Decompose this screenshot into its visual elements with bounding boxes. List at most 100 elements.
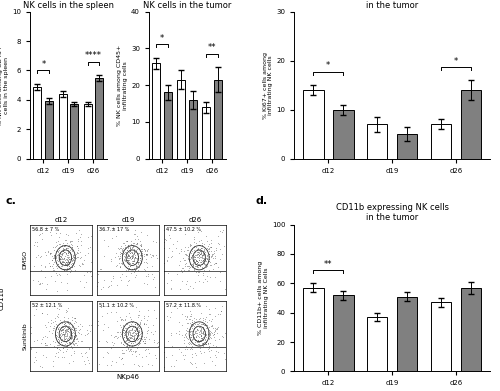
Point	[64, 249, 72, 256]
Point	[76, 263, 84, 269]
Point	[56, 256, 64, 262]
Point	[40, 352, 48, 358]
Point	[154, 339, 162, 345]
Point	[54, 336, 62, 343]
Point	[136, 331, 144, 337]
Point	[212, 353, 220, 360]
Point	[172, 271, 180, 277]
Point	[212, 260, 220, 266]
Point	[66, 251, 74, 257]
Point	[49, 357, 57, 364]
Point	[166, 330, 174, 337]
Point	[68, 247, 76, 253]
Point	[177, 267, 185, 273]
Point	[126, 246, 134, 252]
Point	[212, 247, 220, 253]
Point	[200, 265, 207, 271]
Point	[167, 277, 175, 283]
Point	[37, 262, 45, 268]
Point	[68, 238, 76, 244]
Point	[114, 335, 122, 341]
Point	[69, 339, 77, 346]
Point	[58, 342, 66, 348]
Point	[188, 354, 196, 361]
Point	[165, 245, 173, 251]
Point	[56, 331, 64, 337]
Point	[206, 334, 214, 340]
Point	[189, 262, 197, 268]
Point	[116, 245, 124, 251]
Point	[204, 253, 212, 259]
Point	[134, 324, 141, 330]
Point	[63, 271, 71, 277]
Point	[208, 252, 216, 258]
Point	[206, 332, 214, 338]
Point	[124, 247, 132, 253]
Point	[38, 364, 46, 370]
Point	[50, 253, 58, 259]
Point	[72, 255, 80, 261]
Point	[126, 253, 134, 259]
Point	[68, 314, 76, 320]
Point	[70, 342, 78, 348]
Point	[116, 329, 124, 335]
Point	[64, 336, 72, 342]
Point	[59, 248, 67, 255]
Point	[123, 340, 131, 346]
Point	[118, 316, 126, 322]
Point	[168, 240, 176, 247]
Point	[63, 257, 71, 263]
Point	[98, 313, 106, 319]
Point	[193, 258, 201, 264]
Point	[48, 327, 56, 334]
Point	[202, 339, 210, 345]
Point	[176, 319, 184, 326]
Point	[62, 337, 70, 344]
Point	[124, 253, 132, 259]
Point	[205, 254, 213, 260]
Point	[73, 243, 81, 249]
Point	[210, 260, 218, 266]
Point	[76, 321, 84, 327]
Point	[136, 341, 143, 347]
Point	[106, 309, 114, 316]
Point	[63, 331, 71, 337]
Point	[220, 350, 228, 356]
Point	[142, 330, 150, 336]
Point	[61, 256, 69, 263]
Point	[66, 247, 74, 253]
Point	[30, 312, 38, 318]
Point	[72, 252, 80, 258]
Point	[194, 321, 202, 327]
Point	[124, 335, 132, 342]
Point	[195, 268, 203, 274]
Point	[176, 258, 184, 264]
Point	[198, 242, 206, 249]
Point	[186, 262, 194, 269]
Point	[182, 346, 190, 353]
Point	[124, 278, 132, 284]
Point	[137, 242, 145, 248]
Point	[190, 255, 198, 262]
Point	[128, 330, 136, 337]
Point	[212, 343, 220, 349]
Point	[188, 253, 196, 259]
Point	[60, 258, 68, 265]
Point	[58, 256, 66, 263]
Point	[123, 329, 131, 335]
Point	[56, 256, 64, 262]
Point	[112, 268, 120, 274]
Point	[122, 257, 130, 263]
Point	[198, 255, 206, 261]
Point	[60, 317, 68, 323]
Point	[54, 258, 62, 264]
Point	[199, 250, 207, 256]
Point	[63, 254, 71, 260]
Point	[222, 356, 230, 362]
Point	[48, 319, 56, 326]
Point	[98, 286, 106, 292]
Point	[136, 321, 144, 327]
Point	[119, 335, 127, 341]
Point	[135, 312, 143, 318]
Point	[27, 323, 35, 330]
